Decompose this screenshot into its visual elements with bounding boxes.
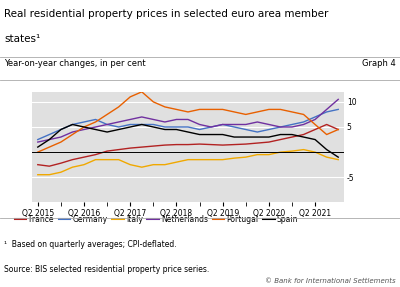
Text: Real residential property prices in selected euro area member: Real residential property prices in sele… [4, 9, 328, 19]
Text: ¹  Based on quarterly averages; CPI-deflated.: ¹ Based on quarterly averages; CPI-defla… [4, 240, 177, 249]
Text: states¹: states¹ [4, 34, 40, 44]
Text: Year-on-year changes, in per cent: Year-on-year changes, in per cent [4, 59, 146, 68]
Text: Graph 4: Graph 4 [362, 59, 396, 68]
Text: © Bank for International Settlements: © Bank for International Settlements [265, 278, 396, 284]
Legend: France, Germany, Italy, Netherlands, Portugal, Spain: France, Germany, Italy, Netherlands, Por… [12, 212, 302, 227]
Text: Source: BIS selected residential property price series.: Source: BIS selected residential propert… [4, 265, 209, 274]
